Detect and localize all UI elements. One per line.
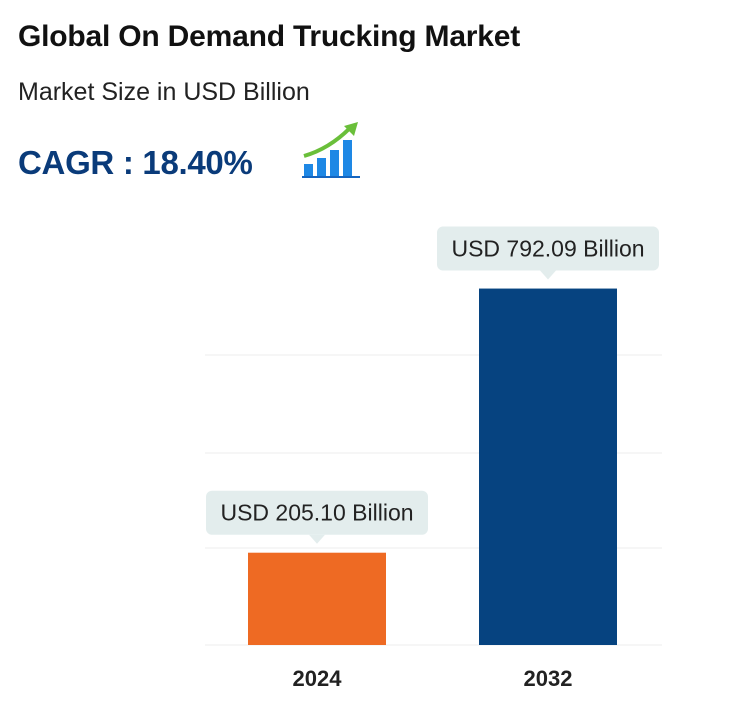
data-label-box: [437, 226, 659, 271]
x-tick-label-2024: 2024: [293, 666, 343, 691]
data-label-text: USD 792.09 Billion: [451, 236, 644, 262]
data-label-2032: USD 792.09 Billion: [437, 226, 659, 280]
data-label-pointer: [540, 270, 556, 280]
bar-2024: [248, 552, 386, 645]
data-label-2024: USD 205.10 Billion: [206, 490, 428, 544]
bar-chart-growth-arrow-icon: [302, 122, 360, 178]
cagr-label: CAGR : 18.40%: [18, 144, 253, 181]
x-tick-labels: 2024 2032: [293, 666, 573, 691]
x-tick-label-2032: 2032: [524, 666, 573, 691]
data-label-text: USD 205.10 Billion: [220, 500, 413, 526]
data-label-box: [206, 490, 428, 535]
data-label-pointer: [309, 534, 325, 544]
chart-subtitle: Market Size in USD Billion: [18, 78, 310, 106]
chart-title: Global On Demand Trucking Market: [18, 20, 521, 53]
bars: [248, 288, 617, 645]
bar-2032: [479, 288, 617, 645]
data-labels: USD 205.10 Billion USD 792.09 Billion: [206, 226, 659, 544]
